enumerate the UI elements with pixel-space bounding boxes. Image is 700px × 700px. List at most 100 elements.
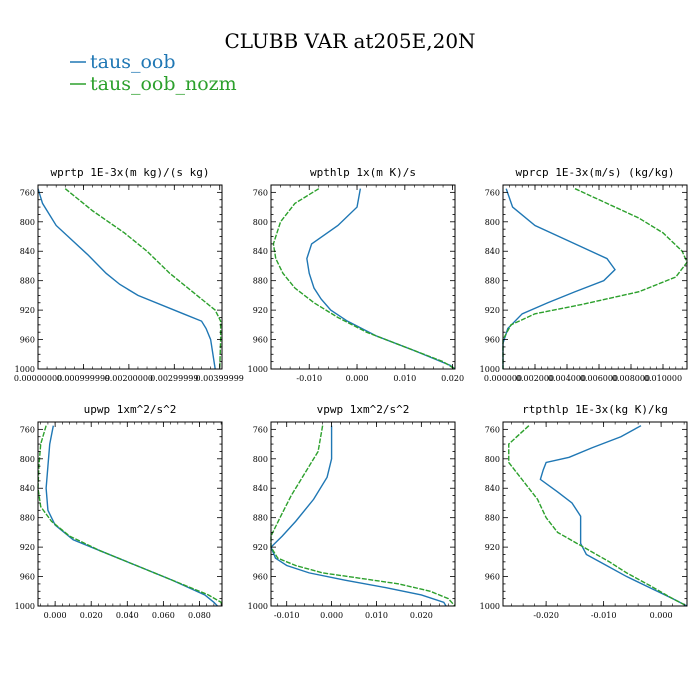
x-tick-label: 0.00000000 bbox=[14, 374, 62, 383]
x-tick-label: 0.004000 bbox=[548, 374, 586, 383]
panel-title: rtpthlp 1E-3x(kg K)/kg bbox=[522, 403, 668, 416]
y-tick-label: 840 bbox=[485, 247, 500, 256]
x-tick-label: 0.020 bbox=[410, 611, 433, 620]
x-tick-label: 0.000 bbox=[320, 611, 343, 620]
series-line-taus-oob-nozm bbox=[270, 425, 456, 607]
series-line-taus-oob-nozm bbox=[502, 188, 688, 369]
plot-frame bbox=[270, 184, 456, 370]
panel-3: wprcp 1E-3x(m/s) (kg/kg) 760 800 840 880 920 9… bbox=[480, 166, 688, 383]
y-tick-label: 760 bbox=[253, 425, 268, 434]
x-tick-label: 0.010 bbox=[365, 611, 388, 620]
y-tick-label: 1000 bbox=[480, 365, 500, 374]
y-tick-label: 760 bbox=[485, 425, 500, 434]
y-tick-label: 1000 bbox=[248, 602, 268, 611]
y-tick-label: 1000 bbox=[248, 365, 268, 374]
panel-4: upwp 1xm^2/s^2 760 800 840 880 920 960 1000 0.00… bbox=[15, 403, 223, 620]
x-tick-label: 0.000 bbox=[346, 374, 369, 383]
legend-label-taus-oob: taus_oob bbox=[90, 51, 176, 73]
panel-title: wpthlp 1x(m K)/s bbox=[310, 166, 416, 179]
y-tick-label: 960 bbox=[485, 573, 500, 582]
y-tick-label: 920 bbox=[485, 306, 500, 315]
series-line-taus-oob bbox=[502, 188, 616, 369]
y-tick-label: 920 bbox=[253, 543, 268, 552]
series-line-taus-oob bbox=[270, 425, 447, 607]
y-tick-label: 840 bbox=[253, 247, 268, 256]
x-tick-label: 0.002000 bbox=[516, 374, 554, 383]
y-tick-label: 800 bbox=[253, 455, 268, 464]
x-tick-label: 0.060 bbox=[152, 611, 175, 620]
panel-title: vpwp 1xm^2/s^2 bbox=[317, 403, 410, 416]
x-tick-label: -0.020 bbox=[533, 611, 559, 620]
plot-frame bbox=[270, 421, 456, 607]
x-tick-label: 0.040 bbox=[116, 611, 139, 620]
series-line-taus-oob bbox=[539, 425, 688, 607]
y-tick-label: 920 bbox=[20, 543, 35, 552]
plot-frame bbox=[502, 184, 688, 370]
y-tick-label: 960 bbox=[20, 336, 35, 345]
y-tick-label: 960 bbox=[20, 573, 35, 582]
y-tick-label: 800 bbox=[253, 218, 268, 227]
series-line-taus-oob-nozm bbox=[508, 425, 688, 607]
y-tick-label: 880 bbox=[485, 514, 500, 523]
x-tick-label: -0.010 bbox=[591, 611, 617, 620]
plot-frame bbox=[37, 421, 223, 607]
series-line-taus-oob bbox=[306, 188, 456, 370]
x-tick-label: 0.006000 bbox=[580, 374, 618, 383]
y-tick-label: 800 bbox=[485, 218, 500, 227]
x-tick-label: 0.010000 bbox=[644, 374, 682, 383]
panel-1: wprtp 1E-3x(m kg)/(s kg) 760 800 840 880 920 9… bbox=[14, 166, 244, 383]
panel-title: wprcp 1E-3x(m/s) (kg/kg) bbox=[516, 166, 675, 179]
series-line-taus-oob-nozm bbox=[64, 188, 222, 370]
y-tick-label: 760 bbox=[253, 188, 268, 197]
legend: taus_oob taus_oob_nozm bbox=[70, 51, 237, 95]
y-tick-label: 920 bbox=[20, 306, 35, 315]
panels: wprtp 1E-3x(m kg)/(s kg) 760 800 840 880 920 9… bbox=[14, 166, 688, 620]
x-tick-label: 0.000000 bbox=[484, 374, 522, 383]
x-tick-label: 0.010 bbox=[393, 374, 416, 383]
y-tick-label: 880 bbox=[253, 277, 268, 286]
y-tick-label: 920 bbox=[253, 306, 268, 315]
y-tick-label: 840 bbox=[485, 484, 500, 493]
legend-label-taus-oob-nozm: taus_oob_nozm bbox=[90, 73, 237, 95]
y-tick-label: 800 bbox=[20, 455, 35, 464]
x-tick-label: 0.000999999 bbox=[57, 374, 110, 383]
y-tick-label: 800 bbox=[20, 218, 35, 227]
panel-5: vpwp 1xm^2/s^2 760 800 840 880 920 960 1000 -0.0… bbox=[248, 403, 456, 620]
plot-frame bbox=[502, 421, 688, 607]
y-tick-label: 1000 bbox=[15, 602, 35, 611]
x-tick-label: 0.000 bbox=[44, 611, 67, 620]
series-line-taus-oob bbox=[37, 188, 216, 370]
x-tick-label: 0.080 bbox=[188, 611, 211, 620]
x-tick-label: 0.00200000 bbox=[105, 374, 153, 383]
y-tick-label: 960 bbox=[253, 336, 268, 345]
y-tick-label: 880 bbox=[253, 514, 268, 523]
y-tick-label: 880 bbox=[20, 277, 35, 286]
y-tick-label: 760 bbox=[485, 188, 500, 197]
x-tick-label: 0.020 bbox=[80, 611, 103, 620]
x-tick-label: 0.00399999 bbox=[196, 374, 244, 383]
y-tick-label: 1000 bbox=[15, 365, 35, 374]
y-tick-label: 760 bbox=[20, 425, 35, 434]
panel-6: rtpthlp 1E-3x(kg K)/kg 760 800 840 880 920 960… bbox=[480, 403, 688, 620]
plot-frame bbox=[37, 184, 223, 370]
y-tick-label: 840 bbox=[20, 484, 35, 493]
panel-2: wpthlp 1x(m K)/s 760 800 840 880 920 960 1000 -0… bbox=[248, 166, 464, 383]
series-line-taus-oob-nozm bbox=[37, 425, 223, 607]
y-tick-label: 840 bbox=[253, 484, 268, 493]
figure-title: CLUBB VAR at205E,20N bbox=[224, 29, 475, 53]
series-line-taus-oob bbox=[45, 425, 218, 607]
y-tick-label: 960 bbox=[485, 336, 500, 345]
y-tick-label: 840 bbox=[20, 247, 35, 256]
x-tick-label: 0.020 bbox=[441, 374, 464, 383]
panel-title: wprtp 1E-3x(m kg)/(s kg) bbox=[51, 166, 210, 179]
x-tick-label: 0.000 bbox=[650, 611, 673, 620]
y-tick-label: 760 bbox=[20, 188, 35, 197]
y-tick-label: 920 bbox=[485, 543, 500, 552]
y-tick-label: 800 bbox=[485, 455, 500, 464]
y-tick-label: 1000 bbox=[480, 602, 500, 611]
x-tick-label: 0.008000 bbox=[612, 374, 650, 383]
x-tick-label: 0.00299999 bbox=[150, 374, 198, 383]
series-line-taus-oob-nozm bbox=[272, 188, 456, 370]
panel-title: upwp 1xm^2/s^2 bbox=[84, 403, 177, 416]
